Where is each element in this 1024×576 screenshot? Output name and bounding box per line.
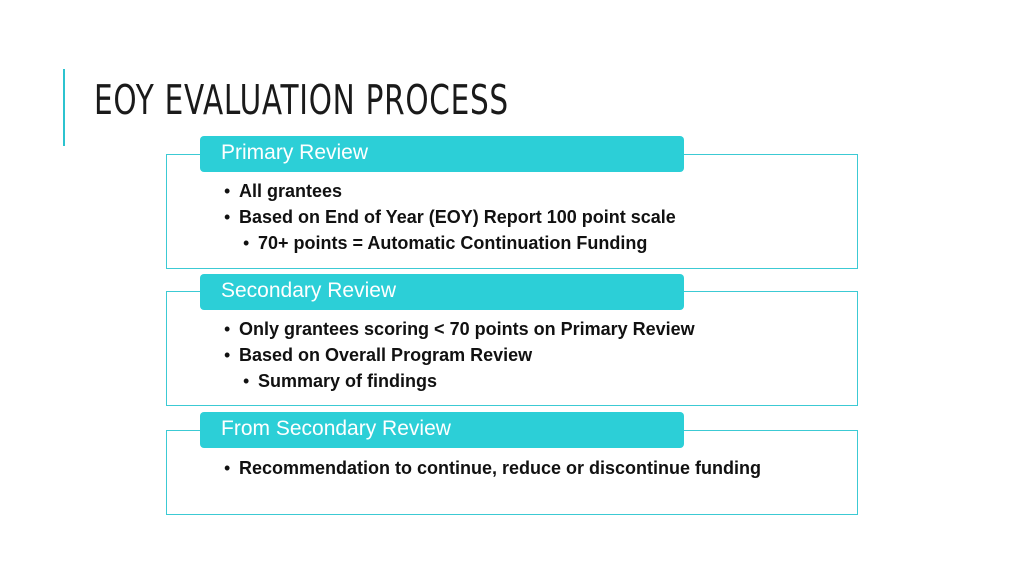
- bullet-item: Based on Overall Program Review: [222, 342, 798, 368]
- bullet-item: Recommendation to continue, reduce or di…: [222, 457, 798, 479]
- section-header: Primary Review: [200, 136, 684, 172]
- sub-bullet-item: 70+ points = Automatic Continuation Fund…: [241, 230, 798, 256]
- bullet-list: Only grantees scoring < 70 points on Pri…: [222, 316, 798, 394]
- bullet-item: Based on End of Year (EOY) Report 100 po…: [222, 204, 798, 230]
- slide-title: EOY EVALUATION PROCESS: [94, 76, 509, 124]
- title-accent-bar: [63, 69, 65, 146]
- section-header: Secondary Review: [200, 274, 684, 310]
- section-header: From Secondary Review: [200, 412, 684, 448]
- bullet-list: All grantees Based on End of Year (EOY) …: [222, 178, 798, 256]
- sub-bullet-item: Summary of findings: [241, 368, 798, 394]
- bullet-list: Recommendation to continue, reduce or di…: [222, 457, 798, 479]
- bullet-item: Only grantees scoring < 70 points on Pri…: [222, 316, 798, 342]
- bullet-item: All grantees: [222, 178, 798, 204]
